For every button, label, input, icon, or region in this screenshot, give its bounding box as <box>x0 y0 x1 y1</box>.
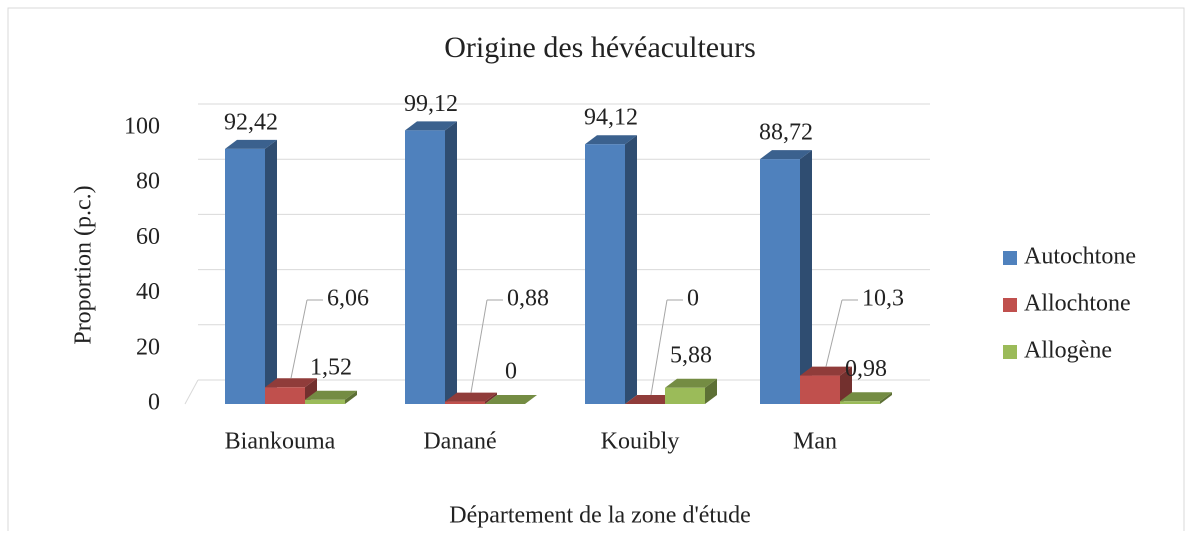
leader-line <box>825 299 843 367</box>
bar-front <box>760 159 800 404</box>
bar-top <box>305 390 357 400</box>
bar <box>485 395 537 404</box>
bar-side <box>345 390 357 404</box>
bar-front <box>265 387 305 404</box>
data-label: 0,88 <box>507 286 549 312</box>
legend-swatch <box>1003 298 1017 312</box>
bar <box>585 135 637 404</box>
bar-side <box>625 135 637 404</box>
bar <box>305 390 357 404</box>
leader-line <box>290 299 308 379</box>
bar-side <box>880 392 892 404</box>
bar-front <box>405 130 445 404</box>
bar-front <box>800 375 840 404</box>
x-axis-title: Département de la zone d'étude <box>449 503 751 529</box>
bar-front <box>585 144 625 404</box>
y-tick-label: 0 <box>148 390 160 416</box>
bar <box>625 395 677 404</box>
bar-side <box>485 392 497 404</box>
floor-edge <box>184 379 199 405</box>
data-label: 1,52 <box>310 354 352 380</box>
bar-front <box>445 401 485 404</box>
bar <box>760 150 812 404</box>
leader-line <box>650 299 668 396</box>
bar-top <box>760 150 812 160</box>
bar <box>265 378 317 404</box>
bar-front <box>305 399 345 404</box>
bar-top <box>585 135 637 145</box>
bar-front <box>840 401 880 404</box>
data-label: 10,3 <box>862 286 904 312</box>
y-tick-label: 100 <box>124 114 160 140</box>
legend-label: Allogène <box>1024 338 1112 364</box>
bar-top <box>225 139 277 149</box>
leader-line <box>470 299 488 393</box>
bar <box>840 392 892 404</box>
data-label: 94,12 <box>584 105 638 131</box>
bar-top <box>485 395 537 404</box>
y-tick-label: 20 <box>136 334 160 360</box>
bar-side <box>445 121 457 404</box>
legend-label: Allochtone <box>1024 291 1131 317</box>
x-tick-label: Biankouma <box>225 429 336 455</box>
bar-side <box>265 139 277 404</box>
data-label: 0,98 <box>845 356 887 382</box>
x-tick-label: Man <box>793 429 837 455</box>
y-axis-title: Proportion (p.c.) <box>71 185 97 344</box>
bar-side <box>705 378 717 404</box>
x-tick-label: Kouibly <box>601 429 680 455</box>
data-label: 92,42 <box>224 109 278 135</box>
bar <box>665 378 717 404</box>
data-label: 5,88 <box>670 342 712 368</box>
data-label: 0 <box>687 286 699 312</box>
bar-top <box>625 395 677 404</box>
data-label: 0 <box>505 359 517 385</box>
bar-top <box>265 378 317 388</box>
bar-top <box>840 392 892 402</box>
bar <box>225 139 277 404</box>
bar-side <box>800 150 812 404</box>
bar-top <box>665 378 717 388</box>
y-tick-label: 40 <box>136 279 160 305</box>
data-label: 88,72 <box>759 120 813 146</box>
data-label: 6,06 <box>327 286 369 312</box>
y-tick-label: 60 <box>136 224 160 250</box>
bar <box>445 392 497 404</box>
legend-label: Autochtone <box>1024 244 1136 270</box>
bar <box>405 121 457 404</box>
bar-top <box>445 392 497 402</box>
bar-front <box>665 387 705 404</box>
bar <box>800 366 852 404</box>
bar-front <box>225 148 265 404</box>
bar-top <box>800 366 852 376</box>
bar-top <box>405 121 457 131</box>
data-label: 99,12 <box>404 91 458 117</box>
chart-title: Origine des hévéaculteurs <box>444 31 756 64</box>
legend-swatch <box>1003 345 1017 359</box>
y-tick-label: 80 <box>136 169 160 195</box>
x-tick-label: Danané <box>423 429 496 455</box>
legend-swatch <box>1003 251 1017 265</box>
